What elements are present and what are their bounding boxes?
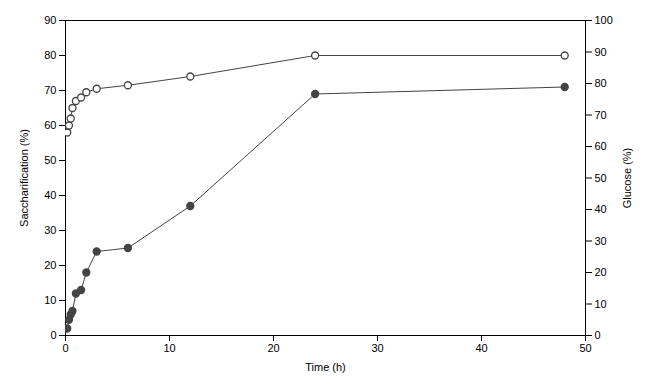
svg-text:30: 30 [44, 224, 56, 236]
svg-text:30: 30 [595, 235, 607, 247]
svg-text:70: 70 [44, 84, 56, 96]
svg-text:70: 70 [595, 109, 607, 121]
svg-text:0: 0 [50, 329, 56, 341]
svg-text:50: 50 [579, 342, 591, 354]
svg-text:60: 60 [44, 119, 56, 131]
svg-text:90: 90 [44, 14, 56, 26]
svg-text:40: 40 [595, 203, 607, 215]
svg-text:50: 50 [595, 172, 607, 184]
svg-text:40: 40 [475, 342, 487, 354]
svg-text:10: 10 [595, 298, 607, 310]
svg-text:80: 80 [44, 49, 56, 61]
svg-text:60: 60 [595, 140, 607, 152]
svg-text:10: 10 [163, 342, 175, 354]
svg-text:Saccharification (%): Saccharification (%) [18, 129, 30, 227]
svg-text:Time (h): Time (h) [305, 361, 346, 373]
svg-text:50: 50 [44, 154, 56, 166]
svg-text:0: 0 [62, 342, 68, 354]
svg-text:80: 80 [595, 77, 607, 89]
svg-text:20: 20 [267, 342, 279, 354]
svg-text:100: 100 [595, 14, 613, 26]
svg-text:90: 90 [595, 46, 607, 58]
svg-text:20: 20 [44, 259, 56, 271]
svg-text:10: 10 [44, 294, 56, 306]
svg-text:0: 0 [595, 329, 601, 341]
svg-text:20: 20 [595, 266, 607, 278]
svg-text:40: 40 [44, 189, 56, 201]
svg-text:Glucose (%): Glucose (%) [621, 148, 633, 209]
svg-text:30: 30 [371, 342, 383, 354]
